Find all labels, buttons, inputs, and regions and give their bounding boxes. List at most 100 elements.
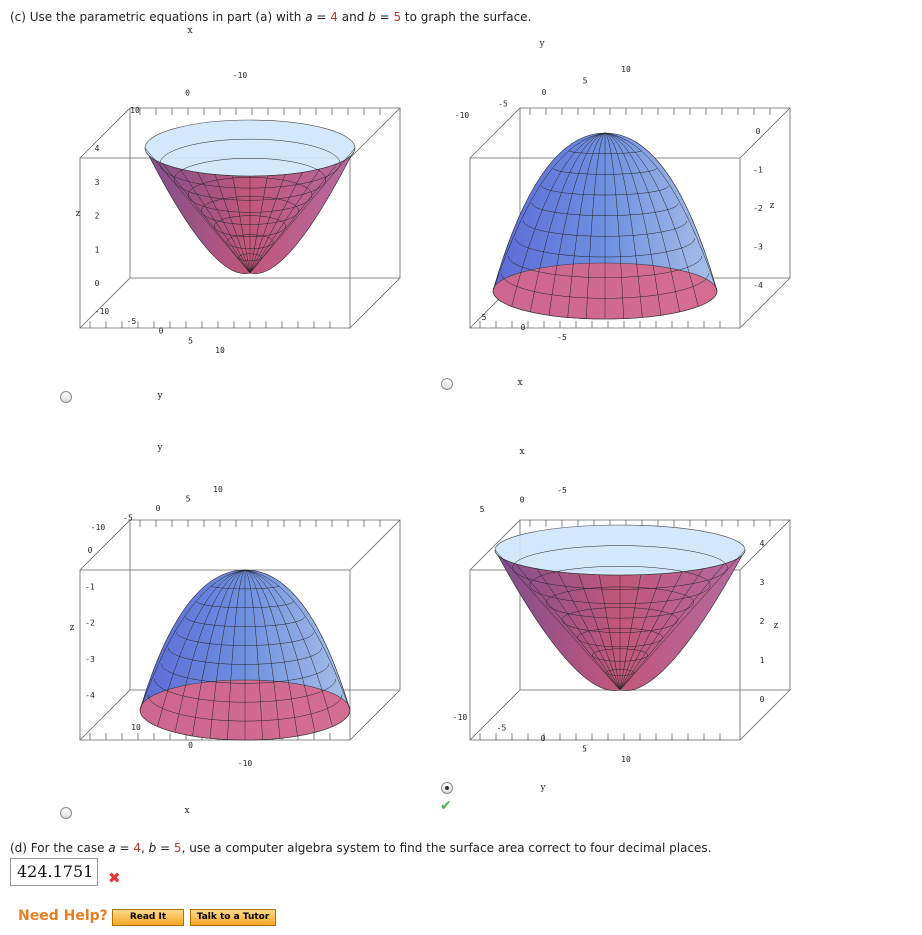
axis-z-label: z: [70, 623, 75, 633]
tick-label-top: 10: [621, 65, 631, 74]
tick-label-right: 1: [760, 656, 765, 665]
d-a-value: 4: [133, 841, 141, 855]
axis-x-label: x: [517, 378, 522, 388]
tick-label-top: -5: [123, 514, 133, 523]
tick-label-top: 0: [520, 496, 525, 505]
correct-check-icon: ✔: [440, 798, 452, 814]
radio-option-a[interactable]: [60, 391, 72, 403]
radio-option-d[interactable]: [441, 782, 453, 794]
radio-option-b[interactable]: [441, 378, 453, 390]
tick-label-top: -10: [91, 523, 106, 532]
tick-label-bottom: -10: [238, 759, 253, 768]
part-c-prompt: (c) Use the parametric equations in part…: [10, 10, 531, 24]
tick-label-right: 0: [760, 695, 765, 704]
axis-x-label: x: [184, 806, 189, 816]
tick-label-left: 4: [95, 144, 100, 153]
tick-label-bottom: 0: [188, 741, 193, 750]
axis-x-label: x: [519, 447, 524, 457]
tick-label-bottom: 10: [215, 346, 225, 355]
tick-label-left: 0: [88, 546, 93, 555]
tick-label-top: 5: [480, 505, 485, 514]
tick-label-left: -1: [85, 582, 95, 591]
tick-label-top: 0: [542, 88, 547, 97]
surface-area-answer-input[interactable]: 424.1751: [10, 858, 98, 886]
graph-option-b: 10 5 0 -5 -10 0 -1 -2 -3 -4 5 0 -5 y z x: [440, 28, 820, 388]
radio-option-c[interactable]: [60, 807, 72, 819]
b-label: b =: [368, 10, 394, 24]
tick-label-left: -3: [85, 655, 95, 664]
a-value: 4: [330, 10, 338, 24]
tick-label-right: 3: [760, 578, 765, 587]
axis-y-label: y: [539, 783, 546, 793]
tick-label-top: -10: [233, 71, 248, 80]
axis-y-label: y: [538, 39, 545, 49]
surface-mesh: [494, 524, 746, 691]
tick-label-bottom: 0: [521, 323, 526, 332]
d-b-value: 5: [173, 841, 182, 855]
tick-label-left: 2: [95, 212, 100, 221]
tick-label-top: 0: [185, 89, 190, 98]
tick-label-bottom: -10: [453, 713, 468, 722]
tick-label-top: 5: [583, 77, 588, 86]
tick-label-right: 0: [756, 127, 761, 136]
tick-label-bottom: 10: [131, 723, 141, 732]
tick-label-top: -5: [557, 486, 567, 495]
need-help-label: Need Help?: [18, 908, 108, 924]
tick-label-left: -4: [85, 691, 95, 700]
read-it-button[interactable]: Read It: [112, 909, 184, 926]
tick-label-bottom: 5: [188, 336, 193, 345]
tick-label-bottom: 5: [482, 313, 487, 322]
tick-label-top: 0: [156, 504, 161, 513]
tick-label-right: 2: [760, 617, 765, 626]
tick-label-left: -2: [85, 619, 95, 628]
tick-label-right: -1: [753, 166, 763, 175]
tick-label-left: 3: [95, 178, 100, 187]
a-label: a =: [305, 10, 331, 24]
bounding-box: [469, 519, 791, 741]
d-comma: ,: [140, 841, 149, 855]
d-a-label: a =: [108, 841, 134, 855]
tick-label-bottom: -5: [557, 333, 567, 342]
d-b-label: b =: [148, 841, 174, 855]
bounding-box: [79, 519, 401, 741]
tick-label-right: -2: [753, 204, 763, 213]
prompt-suffix: to graph the surface.: [401, 10, 532, 24]
tick-label-top: -5: [498, 100, 508, 109]
prompt-text: (c) Use the parametric equations in part…: [10, 10, 306, 24]
axis-z-label: z: [774, 621, 779, 631]
tick-label-right: 4: [760, 539, 765, 548]
graph-option-d: -5 0 5 4 3 2 1 0 -10 -5 0 5 10 x z y: [440, 440, 820, 793]
surface-mesh: [139, 569, 351, 741]
plot-svg: 10 5 0 -5 -10 0 -1 -2 -3 -4 10 0 -10 y z x: [70, 443, 401, 816]
axis-z-label: z: [770, 201, 775, 211]
tick-label-bottom: 10: [621, 755, 631, 764]
tick-label-bottom: 5: [582, 745, 587, 754]
tick-label-bottom: 0: [541, 734, 546, 743]
bounding-box: [79, 107, 401, 329]
tick-label-bottom: -5: [497, 724, 507, 733]
axis-y-label: y: [156, 391, 163, 401]
part-d-text: (d) For the case: [10, 841, 109, 855]
talk-to-tutor-button[interactable]: Talk to a Tutor: [190, 909, 276, 926]
incorrect-x-icon: ✖: [108, 869, 121, 887]
tick-label-bottom: -10: [95, 307, 110, 316]
tick-label-right: -3: [753, 243, 763, 252]
graph-option-c: 10 5 0 -5 -10 0 -1 -2 -3 -4 10 0 -10 y z x: [50, 440, 430, 816]
tick-label-left: 1: [95, 245, 100, 254]
tick-label-top: -10: [455, 111, 470, 120]
axis-z-label: z: [76, 209, 81, 219]
surface-mesh: [492, 132, 718, 320]
tick-label-bottom: 0: [159, 327, 164, 336]
part-d-suffix: , use a computer algebra system to find …: [181, 841, 712, 855]
axis-x-label: x: [187, 26, 192, 36]
tick-label-top: 10: [130, 106, 140, 115]
surface-mesh: [144, 119, 356, 274]
axis-y-label: y: [156, 443, 163, 453]
tick-label-left: 0: [95, 279, 100, 288]
b-value: 5: [393, 10, 402, 24]
tick-label-bottom: -5: [127, 317, 137, 326]
tick-label-top: 5: [186, 495, 191, 504]
tick-label-top: 10: [213, 485, 223, 494]
